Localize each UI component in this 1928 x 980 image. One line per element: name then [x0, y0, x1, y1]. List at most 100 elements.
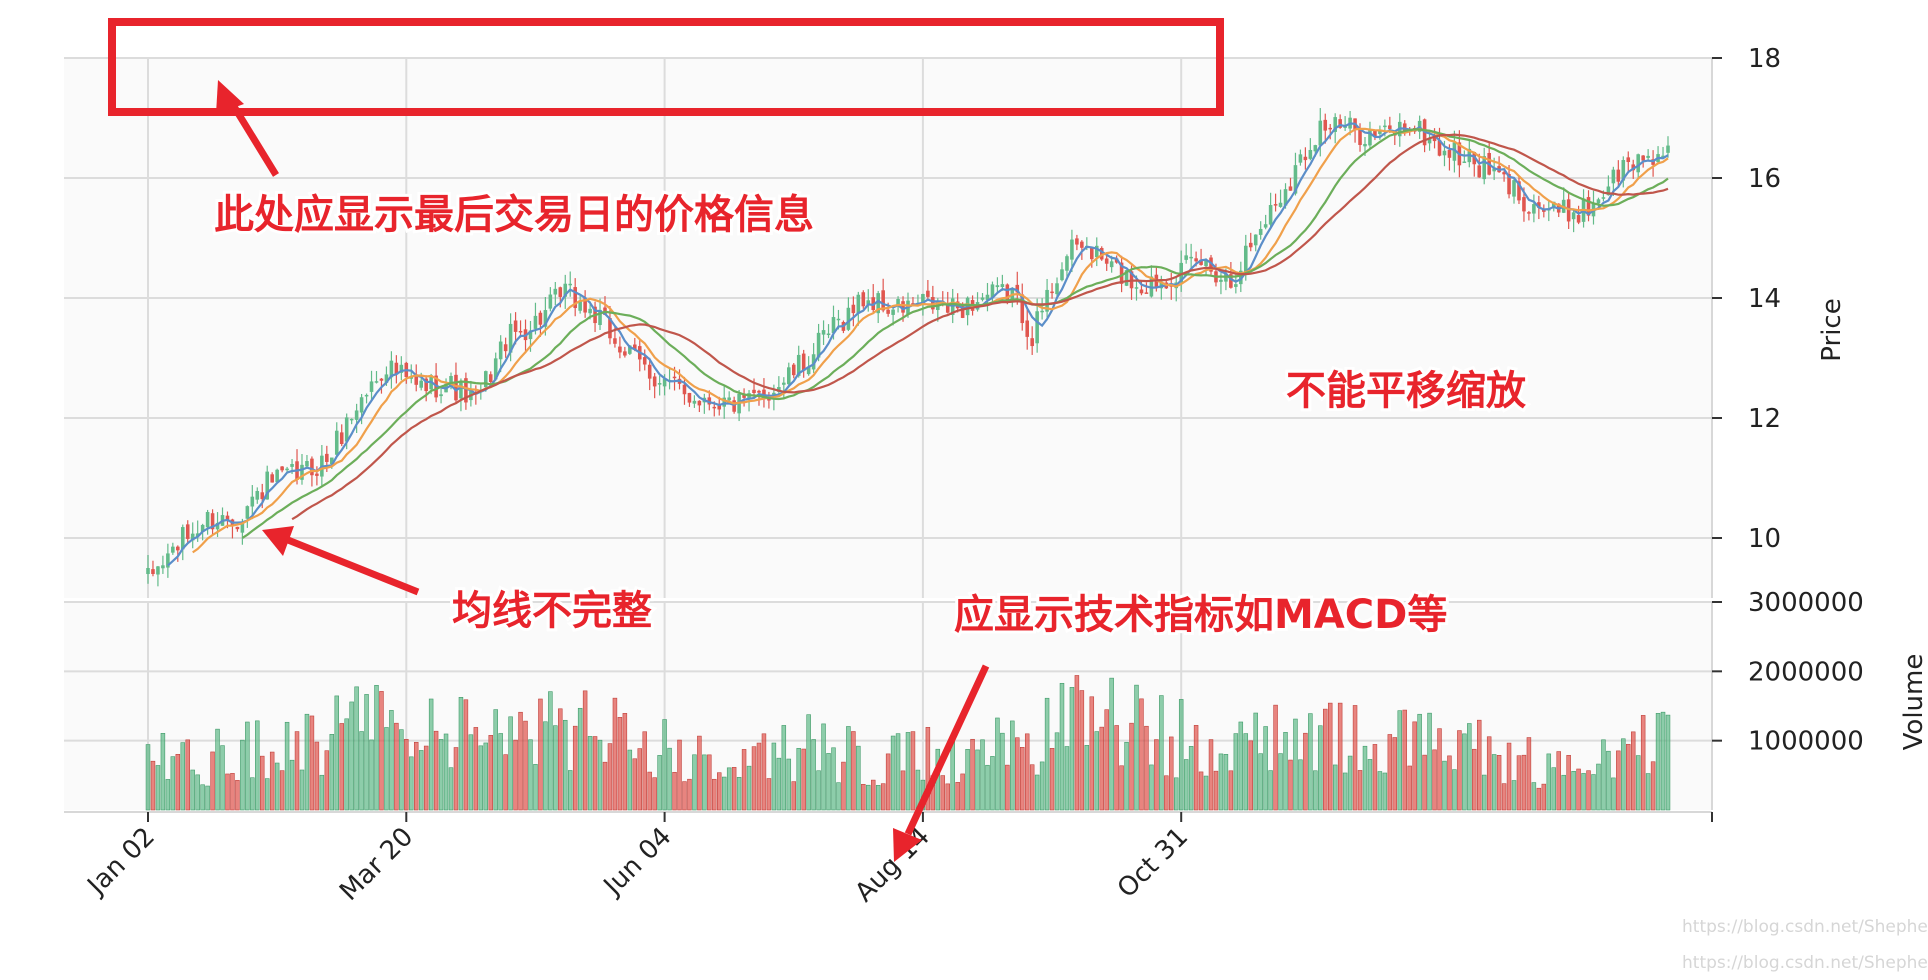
candle-body	[250, 496, 255, 507]
volume-bar	[1293, 718, 1298, 811]
volume-bar	[1536, 787, 1542, 811]
volume-bar	[1303, 732, 1308, 811]
candle-body	[742, 394, 746, 398]
volume-bar	[1342, 772, 1348, 811]
moving-average-line	[291, 133, 1669, 521]
candle-body	[1666, 145, 1670, 153]
volume-bar	[945, 783, 950, 811]
candle-body	[290, 463, 294, 467]
volume-bar	[329, 734, 335, 811]
candle-body	[1189, 256, 1193, 259]
candle-body	[1631, 164, 1636, 171]
volume-bar	[1571, 771, 1576, 811]
candle-body	[1432, 135, 1437, 142]
volume-bar	[1616, 750, 1621, 811]
volume-bar	[1154, 739, 1159, 811]
volume-bar	[185, 739, 190, 811]
candle-body	[1596, 199, 1601, 204]
candle-body	[359, 397, 364, 413]
volume-bar	[592, 736, 598, 811]
candle-body	[245, 506, 250, 519]
volume-bar	[1104, 709, 1109, 811]
volume-bar	[488, 735, 493, 811]
candle-body	[757, 390, 761, 393]
volume-bar	[1039, 761, 1045, 811]
volume-bar	[1472, 748, 1477, 811]
volume-bar	[458, 697, 464, 811]
candle-body	[866, 300, 871, 306]
candle-body	[1109, 261, 1114, 268]
volume-bar	[846, 726, 851, 811]
candle-body	[1278, 202, 1283, 207]
volume-bar	[1243, 733, 1249, 811]
last-day-info-highlight-box	[108, 18, 1224, 116]
volume-bar	[1034, 774, 1040, 811]
candle-body	[1090, 247, 1094, 260]
volume-bar	[1079, 690, 1085, 811]
candle-body	[1447, 149, 1452, 158]
candle-body	[1636, 154, 1640, 173]
volume-bar	[1576, 768, 1581, 811]
candle-body	[926, 290, 930, 297]
candle-body	[1532, 204, 1536, 214]
volume-bar	[811, 739, 816, 811]
candle-body	[464, 378, 468, 403]
volume-bar	[1149, 764, 1154, 811]
candle-body	[364, 394, 369, 397]
volume-bar	[543, 721, 548, 811]
volume-bar	[344, 718, 349, 811]
candle-body	[369, 381, 374, 392]
candle-body	[488, 374, 493, 383]
candle-body	[1512, 180, 1516, 197]
volume-bar	[284, 721, 290, 811]
candle-body	[1030, 338, 1034, 347]
volume-bar	[1094, 731, 1099, 811]
volume-bar	[1611, 777, 1616, 811]
volume-bar	[637, 748, 643, 811]
volume-bar	[875, 785, 881, 811]
candle-body	[255, 491, 260, 500]
volume-bar	[1258, 753, 1263, 811]
candle-body	[1248, 242, 1253, 248]
volume-bar	[255, 720, 260, 811]
candle-body	[1050, 291, 1054, 294]
candle-body	[960, 306, 965, 318]
volume-bar	[230, 773, 235, 811]
candle-body	[1258, 228, 1263, 235]
volume-bar	[1372, 744, 1378, 811]
volume-bar	[1467, 723, 1472, 811]
candle-body	[777, 387, 781, 392]
volume-bar	[319, 774, 325, 811]
candle-body	[682, 384, 687, 395]
candle-body	[260, 492, 265, 500]
volume-bar	[861, 783, 866, 811]
price-tick-label: 16	[1748, 164, 1781, 194]
volume-bar	[1630, 731, 1636, 811]
volume-bar	[264, 778, 270, 811]
candle-body	[151, 569, 155, 574]
candle-body	[573, 287, 577, 309]
volume-bar	[1427, 712, 1432, 811]
volume-bar	[985, 764, 990, 811]
volume-bar	[558, 708, 563, 811]
arrow-to-info-box	[216, 80, 279, 177]
volume-bar	[1417, 713, 1422, 811]
candle-body	[1318, 120, 1323, 146]
candle-body	[1298, 154, 1303, 163]
volume-bar	[1000, 732, 1005, 811]
volume-bar	[299, 769, 305, 811]
volume-bar	[1074, 675, 1080, 811]
volume-bar	[1114, 725, 1119, 811]
volume-bar	[423, 745, 429, 811]
volume-bar	[349, 701, 354, 811]
volume-bar	[1457, 730, 1462, 811]
volume-bar	[672, 771, 677, 811]
candle-body	[1283, 189, 1288, 206]
volume-bar	[607, 743, 613, 811]
volume-bar	[304, 713, 310, 811]
volume-tick-label: 1000000	[1748, 727, 1864, 757]
price-tick-label: 18	[1748, 44, 1781, 74]
candle-body	[652, 376, 657, 387]
volume-bar	[443, 733, 449, 811]
